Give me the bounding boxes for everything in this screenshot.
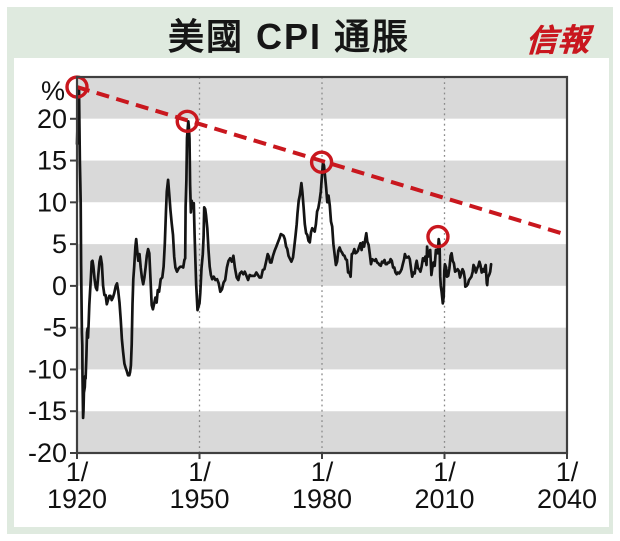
y-axis-label: 20	[37, 104, 67, 134]
x-axis-label: 1/2040	[537, 457, 597, 514]
y-axis-label: -15	[28, 396, 67, 426]
x-axis-label: 1/2010	[414, 457, 474, 514]
y-axis-unit-label: %	[41, 76, 65, 106]
x-axis-label: 1/1920	[47, 457, 107, 514]
x-axis-label: 1/1980	[292, 457, 352, 514]
peak-marker-circle	[426, 224, 450, 249]
trend-line	[76, 85, 568, 237]
x-axis-label: 1/1950	[169, 457, 229, 514]
y-axis-label: -5	[43, 313, 67, 343]
y-axis-label: 0	[52, 271, 67, 301]
y-axis-label: 10	[37, 187, 67, 217]
y-axis-label: -20	[28, 438, 67, 468]
cpi-line	[75, 86, 493, 420]
peak-marker-circle	[309, 150, 334, 174]
peak-marker-circle	[175, 109, 199, 133]
y-axis-label: 15	[37, 146, 67, 176]
chart-title: 美國 CPI 通脹	[167, 16, 411, 57]
y-axis-label: 5	[52, 229, 67, 259]
y-axis-label: -10	[28, 354, 67, 384]
plot-border	[75, 75, 569, 455]
